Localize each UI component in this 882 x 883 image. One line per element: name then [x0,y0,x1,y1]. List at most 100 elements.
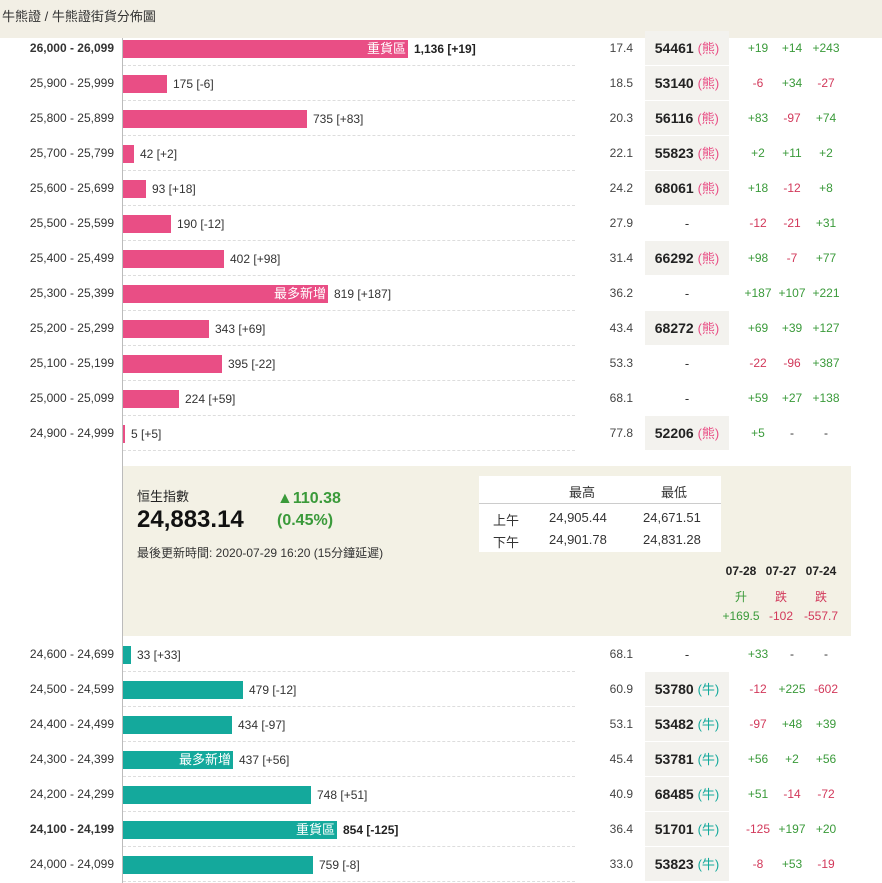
price-range: 25,800 - 25,899 [29,111,114,125]
distribution-row[interactable]: 25,500 - 25,599 190 [-12] 27.9 - -12 -21 +31 [0,206,882,241]
row-divider [123,741,575,742]
distribution-row[interactable]: 25,900 - 25,999 175 [-6] 18.5 53140 (熊) -6 +3… [0,66,882,101]
day-direction: 升 [734,590,747,604]
warrant-code[interactable]: 52206 (熊) [645,416,729,450]
daily-change: +51 [747,787,769,801]
warrant-type: (牛) [697,752,720,767]
volume-bar[interactable] [123,250,224,268]
daily-change: -125 [745,822,771,836]
volume-bar[interactable] [123,390,179,408]
distribution-row[interactable]: 25,600 - 25,699 93 [+18] 24.2 68061 (熊) +18-… [0,171,882,206]
daily-change: -8 [752,857,764,871]
daily-change: +34 [781,76,803,90]
daily-change: -12 [749,216,767,230]
warrant-code[interactable]: 66292 (熊) [645,241,729,275]
day-change-value: +169.5 [722,609,760,623]
volume-bar[interactable] [123,75,167,93]
volume-value: 33 [+33] [137,648,181,662]
daily-change: +11 [782,146,802,160]
warrant-code[interactable]: 53823 (牛) [645,847,729,881]
warrant-code-number: 53482 [654,716,698,732]
pm-high: 24,901.78 [549,532,607,547]
volume-bar[interactable] [123,716,232,734]
warrant-type: (牛) [697,682,720,697]
volume-bar[interactable] [123,110,307,128]
distribution-row[interactable]: 24,300 - 24,399 最多新增 437 [+56] 45.4 53781 (牛… [0,742,882,777]
volume-bar[interactable] [123,145,134,163]
row-divider [123,415,575,416]
breadcrumb[interactable]: 牛熊證 / 牛熊證街貨分佈圖 [0,0,882,38]
volume-bar[interactable]: 最多新增 [123,285,328,303]
distribution-row[interactable]: 24,900 - 24,999 5 [+5] 77.8 52206 (熊) +5 - - [0,416,882,451]
warrant-code[interactable]: 68485 (牛) [645,777,729,811]
distribution-row[interactable]: 24,500 - 24,599 479 [-12] 60.9 53780 (牛) -12… [0,672,882,707]
daily-change: +8 [819,181,833,195]
warrant-code[interactable]: 53140 (熊) [645,66,729,100]
distribution-row[interactable]: 24,200 - 24,299 748 [+51] 40.9 68485 (牛) +51… [0,777,882,812]
day-direction: 跌 [774,590,787,604]
volume-bar[interactable]: 重貨區 [123,821,337,839]
distribution-row[interactable]: 24,000 - 24,099 759 [-8] 33.0 53823 (牛) -8 +5… [0,847,882,882]
volume-bar[interactable] [123,320,209,338]
distance-percent: 24.2 [609,181,633,195]
daily-change: - [790,647,794,661]
warrant-code-number: 68485 [654,786,698,802]
volume-bar[interactable] [123,215,171,233]
warrant-code-number: 55823 [654,145,698,161]
volume-bar[interactable]: 最多新增 [123,751,233,769]
warrant-type: (熊) [697,111,719,126]
warrant-code[interactable]: 68272 (熊) [645,311,729,345]
volume-bar[interactable] [123,681,243,699]
price-range: 25,600 - 25,699 [29,181,114,195]
price-range: 24,200 - 24,299 [29,787,114,801]
distance-percent: 68.1 [609,391,633,405]
volume-bar[interactable] [123,786,311,804]
distribution-row[interactable]: 26,000 - 26,099 重貨區 1,136 [+19] 17.4 54461 (… [0,31,882,66]
warrant-code[interactable]: 54461 (熊) [645,31,729,65]
row-divider [123,240,575,241]
volume-bar[interactable] [123,425,125,443]
warrant-code[interactable]: 68061 (熊) [645,171,729,205]
distance-percent: 53.3 [609,356,633,370]
daily-change: +69 [747,321,769,335]
warrant-code[interactable]: 53780 (牛) [645,672,729,706]
warrant-code-number: 53781 [654,751,698,767]
distribution-row[interactable]: 25,300 - 25,399 最多新增 819 [+187] 36.2 - +187 +1… [0,276,882,311]
warrant-code[interactable]: 56116 (熊) [645,101,729,135]
volume-bar[interactable] [123,856,313,874]
warrant-code[interactable]: 51701 (牛) [645,812,729,846]
price-range: 26,000 - 26,099 [29,41,114,55]
distribution-row[interactable]: 24,400 - 24,499 434 [-97] 53.1 53482 (牛) -97… [0,707,882,742]
volume-bar[interactable]: 重貨區 [123,40,408,58]
distribution-row[interactable]: 25,700 - 25,799 42 [+2] 22.1 55823 (熊) +2 +11… [0,136,882,171]
warrant-type: (熊) [697,76,720,91]
distribution-row[interactable]: 25,200 - 25,299 343 [+69] 43.4 68272 (熊) +69… [0,311,882,346]
distribution-row[interactable]: 25,100 - 25,199 395 [-22] 53.3 - -22 -96 +387 [0,346,882,381]
volume-value: 395 [-22] [228,357,276,371]
am-low: 24,671.51 [643,510,701,525]
warrant-code[interactable]: 53781 (牛) [645,742,729,776]
pm-label: 下午 [493,535,520,550]
row-divider [123,671,575,672]
volume-bar[interactable] [123,180,146,198]
distribution-row[interactable]: 24,100 - 24,199 重貨區 854 [-125] 36.4 51701 (牛… [0,812,882,847]
row-divider [123,275,575,276]
high-header: 最高 [569,485,596,500]
daily-change: +98 [747,251,769,265]
daily-change: -27 [817,76,835,90]
distribution-row[interactable]: 25,400 - 25,499 402 [+98] 31.4 66292 (熊) +98… [0,241,882,276]
volume-bar[interactable] [123,646,131,664]
daily-change: +14 [781,41,803,55]
price-range: 25,700 - 25,799 [29,146,114,160]
warrant-code[interactable]: 53482 (牛) [645,707,729,741]
daily-change: +197 [778,822,806,836]
price-range: 25,200 - 25,299 [29,321,114,335]
distribution-row[interactable]: 25,800 - 25,899 735 [+83] 20.3 56116 (熊) +83… [0,101,882,136]
daily-change: +387 [812,356,840,370]
price-range: 24,900 - 24,999 [29,426,114,440]
warrant-code[interactable]: 55823 (熊) [645,136,729,170]
distribution-row[interactable]: 25,000 - 25,099 224 [+59] 68.1 - +59 +27 +138 [0,381,882,416]
distribution-row[interactable]: 24,600 - 24,699 33 [+33] 68.1 - +33 - - [0,637,882,672]
daily-change: +2 [751,146,765,160]
volume-bar[interactable] [123,355,222,373]
